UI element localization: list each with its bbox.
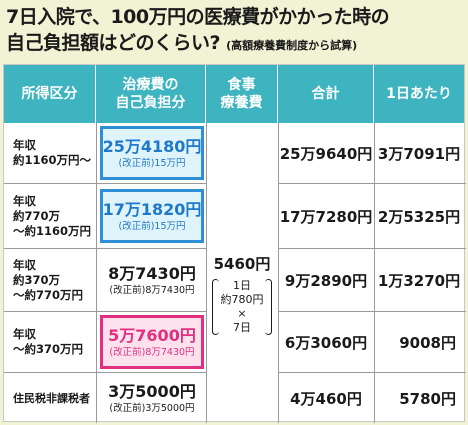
perday-value: 2万5325円 xyxy=(377,207,461,226)
title-line-2: 自己負担額はどのくらい? (高額療養費制度から試算) xyxy=(6,30,462,59)
title-line-2-main: 自己負担額はどのくらい? xyxy=(6,32,221,54)
grid-hline xyxy=(278,248,466,249)
row-income-label: 年収 約1160万円〜 xyxy=(4,123,96,183)
copay-cell: 8万7430円 (改正前)8万7430円 xyxy=(100,253,204,307)
header-income: 所得区分 xyxy=(4,65,96,123)
grid-hline xyxy=(278,183,466,184)
total-value: 9万2890円 xyxy=(284,271,368,290)
copay-value: 3万5000円 xyxy=(108,381,196,401)
row-income-label: 年収 約370万 〜約770万円 xyxy=(4,249,96,311)
meal-cost-cell: 5460円 1日 約780円 × 7日 xyxy=(206,253,278,335)
copay-before-reform: (改正前)15万円 xyxy=(118,220,186,232)
header-income-label: 所得区分 xyxy=(21,86,78,102)
header-meal-line1: 食事 xyxy=(227,77,256,93)
header-perday-label: 1日あたり xyxy=(386,86,452,102)
header-total-label: 合計 xyxy=(311,86,340,102)
grid-vline xyxy=(96,123,97,423)
copay-cell: 5万7600円 (改正前)8万7430円 xyxy=(100,315,204,369)
meal-breakdown-line2: 約780円 xyxy=(220,293,264,306)
header-meal-line2: 療養費 xyxy=(220,95,263,111)
row-income-label: 年収 〜約370万円 xyxy=(4,312,96,372)
meal-cost-breakdown: 1日 約780円 × 7日 xyxy=(212,279,272,335)
grid-hline xyxy=(4,311,206,312)
income-line1: 年収 xyxy=(13,193,36,208)
grid-hline xyxy=(4,372,206,373)
title-line-1: 7日入院で、100万円の医療費がかかった時の xyxy=(6,6,390,28)
page-title: 7日入院で、100万円の医療費がかかった時の 自己負担額はどのくらい? (高額療… xyxy=(6,4,462,59)
grid-vline xyxy=(206,123,207,423)
perday-value: 1万3270円 xyxy=(377,271,461,290)
total-value: 25万9640円 xyxy=(279,144,373,163)
income-line2: 約370万 xyxy=(13,272,61,287)
copay-cell: 25万4180円 (改正前)15万円 xyxy=(100,126,204,180)
header-total: 合計 xyxy=(278,65,374,123)
meal-breakdown-line3: × xyxy=(237,307,247,320)
row-income-label: 住民税非課税者 xyxy=(4,373,96,423)
cost-table: 所得区分 治療費の 自己負担分 食事 療養費 合計 1日あたり 年収 約1160万… xyxy=(3,64,466,425)
income-line2: 約770万 xyxy=(13,208,61,223)
copay-value: 17万1820円 xyxy=(102,199,202,219)
income-line1: 年収 xyxy=(13,257,36,272)
income-line2: 約1160万円〜 xyxy=(13,153,92,167)
income-line1: 年収 xyxy=(13,138,36,152)
title-note: (高額療養費制度から試算) xyxy=(226,39,358,52)
grid-vline xyxy=(374,123,375,423)
copay-cell: 17万1820円 (改正前)15万円 xyxy=(100,189,204,243)
total-value: 6万3060円 xyxy=(284,333,368,352)
copay-value: 25万4180円 xyxy=(102,136,202,156)
grid-hline xyxy=(4,183,206,184)
grid-vline xyxy=(278,123,279,423)
perday-value: 3万7091円 xyxy=(377,144,461,163)
income-line3: 〜約770万円 xyxy=(13,287,84,302)
copay-value: 5万7600円 xyxy=(108,325,196,345)
copay-before-reform: (改正前)8万7430円 xyxy=(109,346,195,358)
header-copay: 治療費の 自己負担分 xyxy=(96,65,206,123)
grid-hline xyxy=(4,248,206,249)
total-value: 17万7280円 xyxy=(279,207,373,226)
meal-breakdown-line1: 1日 xyxy=(233,279,251,292)
meal-breakdown-line4: 7日 xyxy=(233,321,251,334)
header-perday: 1日あたり xyxy=(374,65,464,123)
income-line1: 年収 xyxy=(13,327,36,341)
meal-cost-value: 5460円 xyxy=(213,255,271,273)
grid-hline xyxy=(278,372,466,373)
perday-value: 5780円 xyxy=(399,389,456,408)
copay-before-reform: (改正前)15万円 xyxy=(118,157,186,169)
row-income-label: 年収 約770万 〜約1160万円 xyxy=(4,184,96,248)
copay-before-reform: (改正前)3万5000円 xyxy=(109,402,195,414)
header-copay-line1: 治療費の xyxy=(122,77,179,93)
copay-before-reform: (改正前)8万7430円 xyxy=(109,284,195,296)
grid-hline xyxy=(278,311,466,312)
copay-cell: 3万5000円 (改正前)3万5000円 xyxy=(100,371,204,425)
header-meal: 食事 療養費 xyxy=(206,65,278,123)
header-copay-line2: 自己負担分 xyxy=(115,95,186,111)
perday-value: 9008円 xyxy=(399,333,456,352)
income-line1: 住民税非課税者 xyxy=(13,391,90,405)
copay-value: 8万7430円 xyxy=(108,263,196,283)
income-line2: 〜約370万円 xyxy=(13,342,84,356)
total-value: 4万460円 xyxy=(290,389,362,408)
income-line3: 〜約1160万円 xyxy=(13,223,92,238)
